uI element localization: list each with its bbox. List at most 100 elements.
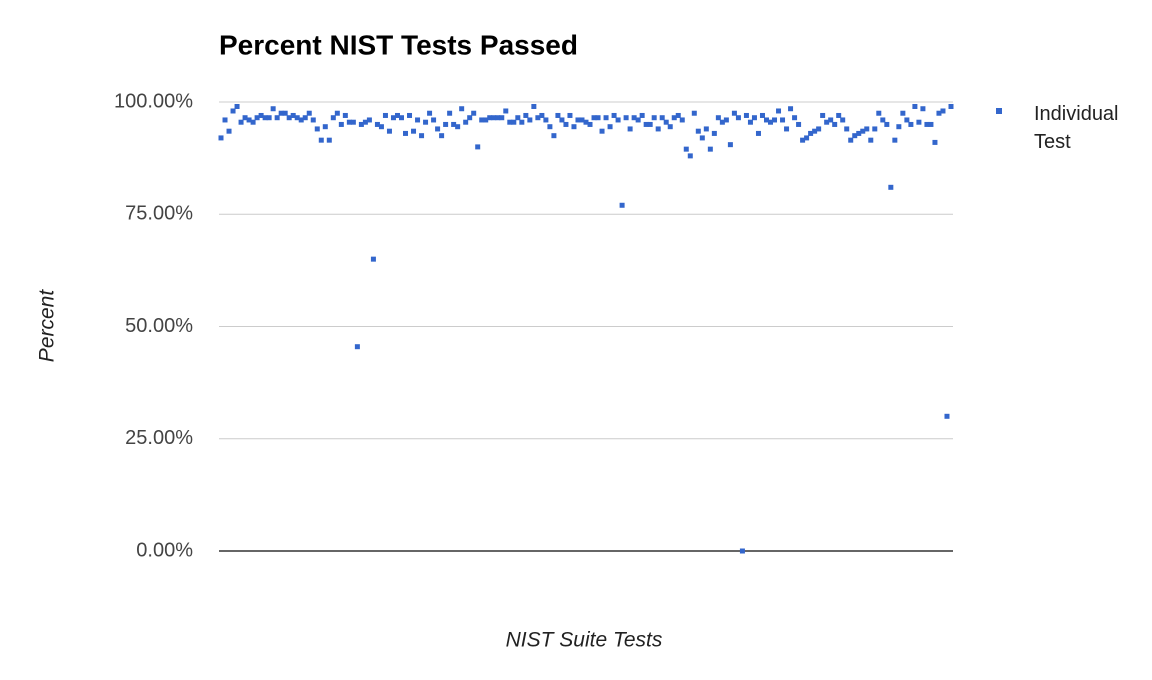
point [928,121,934,127]
point [796,121,802,127]
point [555,112,561,118]
point [888,184,894,190]
point [491,115,497,121]
y-axis-title: Percent [36,289,59,363]
point [507,119,513,125]
point [768,119,774,125]
point [920,106,926,112]
point [475,144,481,150]
point [330,115,336,121]
point [447,110,453,116]
point [294,115,300,121]
point [780,117,786,123]
point [784,126,790,132]
point [423,119,429,125]
point [812,128,818,134]
point [250,119,256,125]
point [751,115,757,121]
point [848,137,854,143]
point [527,117,533,123]
point [318,137,324,143]
point [816,126,822,132]
point [463,119,469,125]
point [374,121,380,127]
point [523,112,529,118]
point [691,110,697,116]
point [595,115,601,121]
point [226,128,232,134]
point [495,115,501,121]
point [378,124,384,130]
point [623,115,629,121]
point [551,133,557,139]
point [427,110,433,116]
point [635,117,641,123]
point [719,119,725,125]
point [679,117,685,123]
point [872,126,878,132]
point [699,135,705,141]
point [346,119,352,125]
point [599,128,605,134]
point [258,112,264,118]
point [583,119,589,125]
point [904,117,910,123]
point [715,115,721,121]
point [820,112,826,118]
point [386,128,392,134]
point [455,124,461,130]
point [912,103,918,109]
point [515,115,521,121]
point [944,413,950,419]
point [439,133,445,139]
point [647,121,653,127]
point [471,110,477,116]
point [382,112,388,118]
point [262,115,268,121]
point [274,115,280,121]
y-tick-label: 75.00% [125,203,193,225]
point [824,119,830,125]
point [800,137,806,143]
point [776,108,782,114]
point [663,119,669,125]
point [603,115,609,121]
point [390,115,396,121]
point [563,121,569,127]
point [459,106,465,112]
point [743,112,749,118]
point [727,142,733,148]
point [948,103,954,109]
point [723,117,729,123]
point [218,135,224,141]
point [908,121,914,127]
point [310,117,316,123]
point [836,112,842,118]
point [651,115,657,121]
point [443,121,449,127]
point [772,117,778,123]
point [936,110,942,116]
point [788,106,794,112]
point [435,126,441,132]
point [631,115,637,121]
point [671,115,677,121]
point [531,103,537,109]
point [627,126,633,132]
point [407,112,413,118]
x-axis-title: NIST Suite Tests [506,629,663,652]
point [511,119,517,125]
point [860,128,866,134]
point [338,121,344,127]
point [334,110,340,116]
point [703,126,709,132]
point [298,117,304,123]
point [659,115,665,121]
point [270,106,276,112]
legend-label: Individual Test [1034,103,1119,153]
point [759,112,765,118]
point [896,124,902,130]
point [362,119,368,125]
point [892,137,898,143]
point [306,110,312,116]
